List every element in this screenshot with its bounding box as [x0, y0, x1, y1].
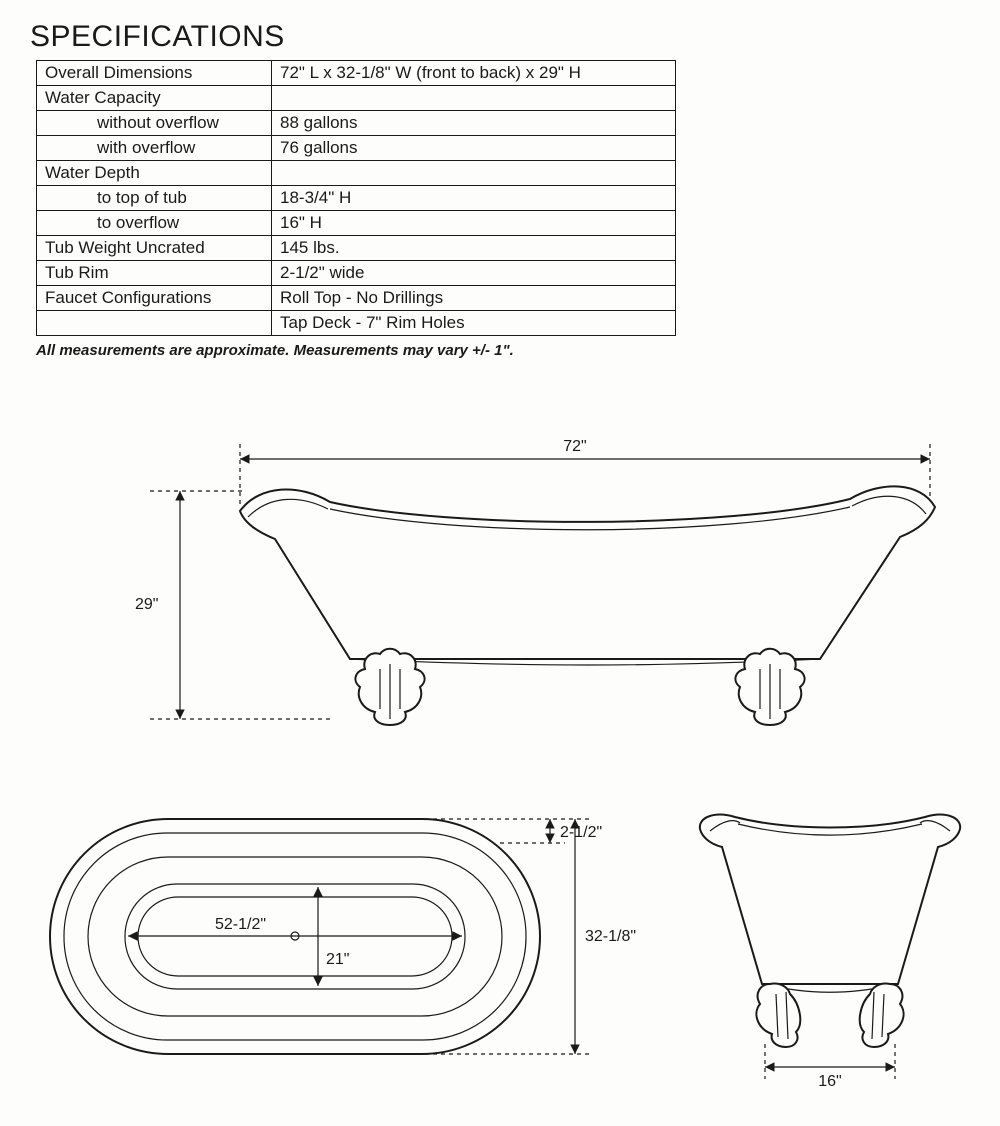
spec-value: 145 lbs.	[272, 236, 676, 261]
table-row: Tub Rim2-1/2" wide	[37, 261, 676, 286]
dim-outer-width: 32-1/8"	[585, 928, 636, 945]
table-row: Overall Dimensions72" L x 32-1/8" W (fro…	[37, 61, 676, 86]
drawings: 72" 29"	[30, 429, 980, 1099]
spec-key: with overflow	[37, 136, 272, 161]
spec-value: 18-3/4" H	[272, 186, 676, 211]
spec-key: Tub Weight Uncrated	[37, 236, 272, 261]
spec-value: Tap Deck - 7" Rim Holes	[272, 311, 676, 336]
spec-value: 72" L x 32-1/8" W (front to back) x 29" …	[272, 61, 676, 86]
table-row: to overflow16" H	[37, 211, 676, 236]
spec-value: Roll Top - No Drillings	[272, 286, 676, 311]
page-title: SPECIFICATIONS	[30, 20, 980, 54]
claw-foot-icon	[355, 649, 424, 725]
side-view-diagram: 72" 29"	[30, 429, 970, 739]
spec-value: 16" H	[272, 211, 676, 236]
spec-key: Overall Dimensions	[37, 61, 272, 86]
spec-value: 88 gallons	[272, 111, 676, 136]
dim-rim: 2-1/2"	[560, 824, 602, 841]
spec-value	[272, 161, 676, 186]
spec-key: to top of tub	[37, 186, 272, 211]
table-row: without overflow88 gallons	[37, 111, 676, 136]
dim-height: 29"	[135, 596, 158, 613]
dim-base-width: 16"	[818, 1073, 841, 1090]
spec-value: 2-1/2" wide	[272, 261, 676, 286]
dim-width: 72"	[563, 438, 586, 455]
spec-value: 76 gallons	[272, 136, 676, 161]
bottom-row-diagrams: 52-1/2" 21" 32-1/8" 2-1/2"	[30, 789, 990, 1099]
table-row: Tap Deck - 7" Rim Holes	[37, 311, 676, 336]
table-row: to top of tub18-3/4" H	[37, 186, 676, 211]
dim-inner-width: 21"	[326, 951, 349, 968]
claw-foot-icon	[860, 984, 904, 1047]
spec-table: Overall Dimensions72" L x 32-1/8" W (fro…	[36, 60, 676, 336]
table-row: Tub Weight Uncrated145 lbs.	[37, 236, 676, 261]
claw-foot-icon	[735, 649, 804, 725]
table-row: Water Depth	[37, 161, 676, 186]
table-row: Water Capacity	[37, 86, 676, 111]
table-row: Faucet ConfigurationsRoll Top - No Drill…	[37, 286, 676, 311]
table-row: with overflow76 gallons	[37, 136, 676, 161]
spec-key: Tub Rim	[37, 261, 272, 286]
spec-key: to overflow	[37, 211, 272, 236]
spec-key: without overflow	[37, 111, 272, 136]
top-view-diagram: 52-1/2" 21" 32-1/8" 2-1/2"	[50, 819, 636, 1054]
spec-key: Faucet Configurations	[37, 286, 272, 311]
spec-value	[272, 86, 676, 111]
spec-key: Water Depth	[37, 161, 272, 186]
spec-key	[37, 311, 272, 336]
end-view-diagram: 16"	[700, 815, 960, 1090]
claw-foot-icon	[756, 984, 800, 1047]
dim-inner-length: 52-1/2"	[215, 916, 266, 933]
approx-note: All measurements are approximate. Measur…	[36, 342, 980, 359]
spec-key: Water Capacity	[37, 86, 272, 111]
